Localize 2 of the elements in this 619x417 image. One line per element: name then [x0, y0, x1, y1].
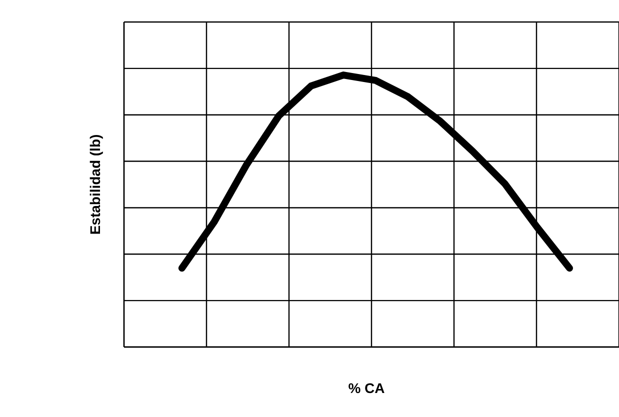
- y-axis-title: Estabilidad (lb): [87, 134, 103, 235]
- x-axis-title: % CA: [348, 380, 385, 396]
